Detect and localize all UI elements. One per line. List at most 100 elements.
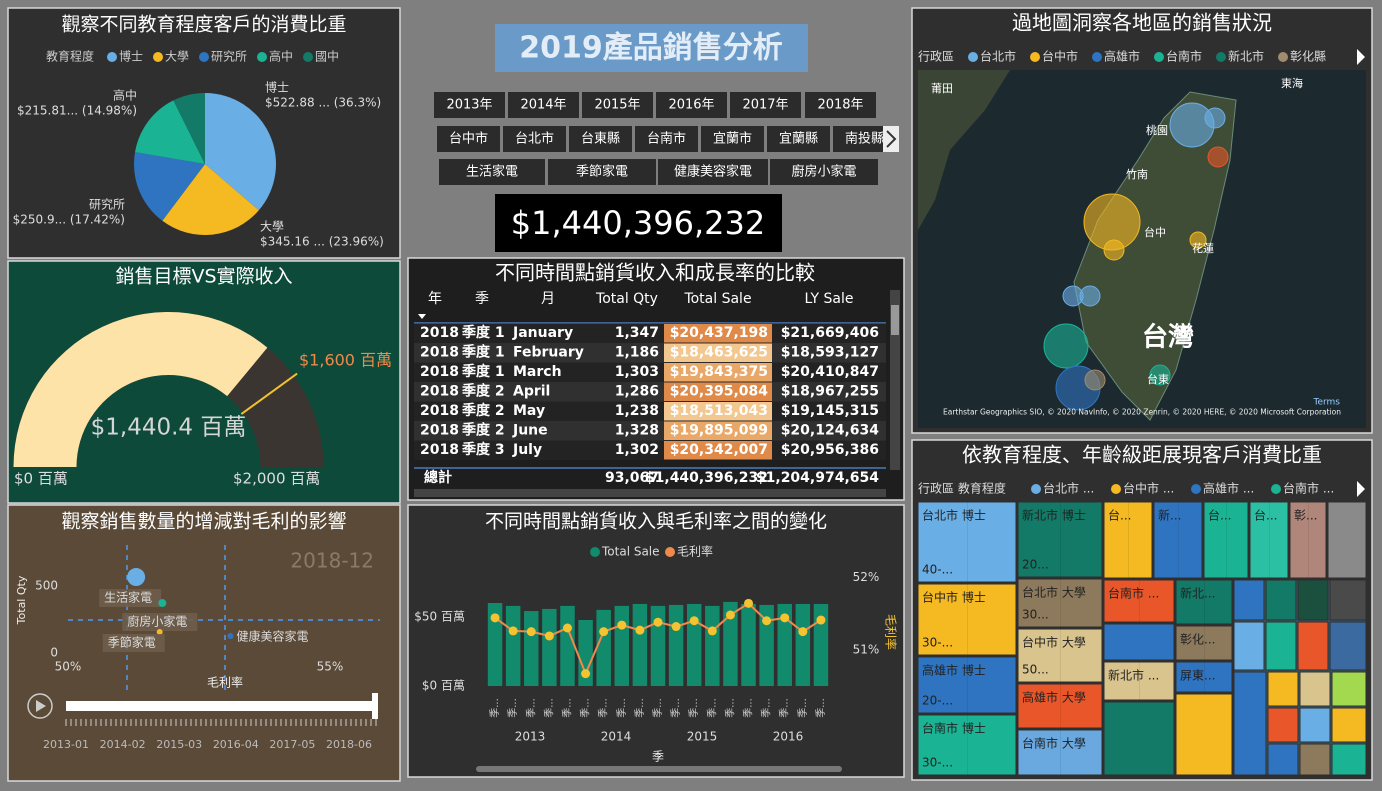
slicer-button[interactable] (730, 92, 801, 118)
treemap-tile[interactable] (917, 656, 1017, 714)
scrollbar-thumb[interactable] (891, 305, 899, 335)
x-group-label: 2015 (687, 730, 718, 744)
panel-title: 過地圖洞察各地區的銷售狀況 (1012, 11, 1272, 35)
slicer-next[interactable] (883, 126, 899, 152)
slicer-button[interactable] (548, 159, 656, 185)
slicer-button[interactable] (569, 126, 632, 152)
treemap-tile[interactable] (917, 583, 1017, 656)
treemap-tile[interactable] (1249, 501, 1289, 579)
tile-gridline (1060, 629, 1061, 682)
treemap-tile[interactable] (1017, 683, 1103, 729)
treemap-tile[interactable] (1017, 628, 1103, 683)
table-total-row (414, 468, 886, 488)
treemap-tile[interactable] (1017, 578, 1103, 628)
legend-next[interactable] (1357, 49, 1365, 65)
legend-marker (1092, 52, 1102, 62)
kpi-value: $1,440,396,232 (511, 204, 765, 242)
legend-marker (153, 52, 163, 62)
slider-handle[interactable] (372, 693, 378, 719)
x-tick-label: 季... (634, 698, 646, 718)
slicer-button[interactable] (770, 159, 878, 185)
place-label: 花蓮 (1192, 241, 1214, 255)
slicer-label: 台南市 (647, 131, 686, 147)
legend-marker (1031, 484, 1041, 494)
slicer-button[interactable] (805, 92, 876, 118)
slicer-button[interactable] (635, 126, 698, 152)
treemap-filler (1331, 707, 1367, 743)
treemap-filler (1103, 623, 1175, 661)
total-cell: $1,204,974,654 (756, 470, 879, 486)
treemap-tile[interactable] (1103, 661, 1175, 701)
x-group-label: 2016 (773, 730, 804, 744)
panel-title: 觀察不同教育程度客戶的消費比重 (61, 14, 346, 36)
table-cell: 2018 (420, 325, 459, 341)
bar (777, 603, 792, 686)
slicer-button[interactable] (508, 92, 579, 118)
tile-sublabel: 20... (1022, 558, 1049, 572)
tile-label: 台中市 大學 (1022, 635, 1086, 650)
tile-gridline (1226, 502, 1227, 578)
treemap-tile[interactable] (1103, 579, 1175, 623)
legend-label: 台北市 ... (1043, 481, 1094, 496)
x-tick-label: 季... (507, 698, 519, 718)
scatter-point (127, 568, 146, 587)
tile-label: 台... (1254, 508, 1277, 523)
gauge-min-label: $0 百萬 (14, 470, 68, 488)
label-box (99, 589, 162, 608)
map-bubble (1207, 146, 1229, 168)
treemap-tile[interactable] (1017, 501, 1103, 578)
scatter-point (227, 632, 234, 639)
treemap-tile[interactable] (1175, 661, 1233, 693)
y-tick-label: $50 百萬 (414, 609, 465, 623)
treemap-tile[interactable] (1175, 625, 1233, 661)
legend-next[interactable] (1357, 481, 1365, 497)
x-tick-label: 季... (489, 698, 501, 718)
legend-marker (1278, 52, 1288, 62)
legend-label: 博士 (119, 49, 143, 64)
line-point (780, 613, 790, 623)
legend-marker (107, 52, 117, 62)
slicer-button[interactable] (439, 159, 545, 185)
slicer-button[interactable] (658, 159, 768, 185)
slicer-button[interactable] (503, 126, 566, 152)
treemap-filler (1329, 621, 1367, 671)
treemap-filler (1331, 671, 1367, 707)
table-cell: 2018 (420, 364, 459, 380)
tile-gridline (967, 715, 968, 775)
slicer-button[interactable] (656, 92, 727, 118)
treemap-tile[interactable] (1153, 501, 1203, 579)
treemap-tile[interactable] (1289, 501, 1327, 579)
treemap-tile[interactable] (1203, 501, 1249, 579)
tile-sublabel: 40-... (922, 563, 953, 577)
treemap-tile[interactable] (917, 714, 1017, 776)
slicer-label: 2014年 (520, 98, 566, 113)
treemap-tile[interactable] (1017, 729, 1103, 776)
play-button[interactable] (27, 693, 53, 719)
treemap-tile[interactable] (1175, 579, 1233, 625)
map-terms[interactable]: Terms (1312, 398, 1340, 408)
data-label: 生活家電 (104, 590, 152, 605)
slicer-button[interactable] (767, 126, 830, 152)
slicer-label: 宜蘭市 (713, 131, 752, 147)
table-cell: $20,410,847 (781, 364, 879, 380)
y2-tick-label: 52% (853, 570, 880, 584)
bar (668, 604, 684, 686)
slicer-button[interactable] (582, 92, 653, 118)
bar (542, 608, 557, 686)
slicer-button[interactable] (701, 126, 764, 152)
slicer-button[interactable] (434, 92, 505, 118)
treemap-tile[interactable] (917, 501, 1017, 583)
table-cell: 2018 (420, 442, 459, 458)
line-point (581, 669, 591, 679)
legend-label: 台北市 (980, 49, 1016, 64)
cell-highlight (664, 363, 772, 382)
tile-gridline (1204, 580, 1205, 624)
slicer-button[interactable] (437, 126, 500, 152)
pie-slice (134, 152, 205, 221)
tile-label: 台南市 大學 (1022, 736, 1086, 751)
table-cell: 季度 1 (461, 344, 505, 361)
table-cell: $18,593,127 (781, 345, 879, 361)
treemap-tile[interactable] (1103, 501, 1153, 579)
treemap-filler (1297, 621, 1329, 671)
slicer-label: 2016年 (668, 98, 714, 113)
